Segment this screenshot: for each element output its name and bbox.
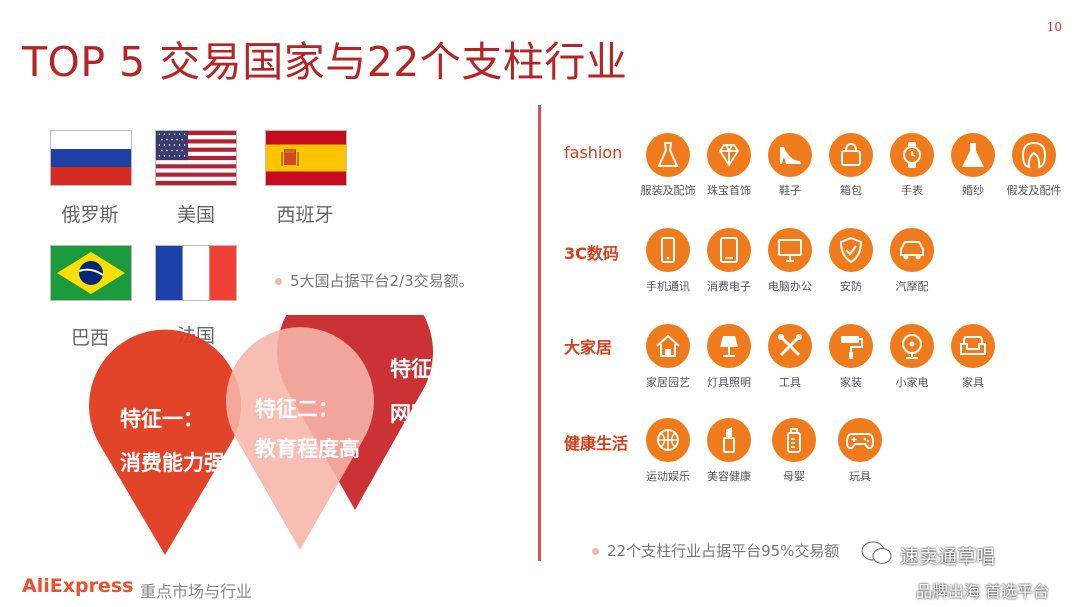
industry-label: 婚纱 — [962, 184, 984, 197]
tools-icon — [768, 324, 812, 368]
category-3c: 3C数码 — [564, 244, 619, 263]
feature-3-text: 网购人群 — [390, 402, 474, 426]
industry-label: 手表 — [901, 184, 923, 197]
industry-label: 家具 — [962, 376, 984, 389]
russia-flag-icon — [50, 130, 132, 186]
page-number: 10 — [1046, 20, 1062, 34]
feature-2-text: 教育程度高 — [255, 437, 360, 461]
category-fashion: fashion — [564, 143, 623, 162]
feature-3-text-2: 规模大 — [405, 447, 468, 471]
feature-1-title: 特征一： — [120, 407, 204, 431]
industry-label: 小家电 — [895, 376, 929, 389]
monitor-icon — [768, 228, 812, 272]
high-heel-icon — [768, 133, 812, 177]
dress-icon — [646, 133, 690, 177]
industry-label: 母婴 — [783, 470, 805, 483]
industry-label: 工具 — [779, 376, 801, 389]
watermark-slogan: 品牌出海 首选平台 — [916, 582, 1050, 601]
industry-label: 消费电子 — [707, 280, 751, 293]
feature-1-text: 消费能力强 — [120, 451, 225, 475]
watch-icon — [890, 133, 934, 177]
feature-pins — [89, 315, 433, 555]
industry-label: 美容健康 — [707, 470, 751, 483]
brazil-flag-icon — [50, 245, 132, 301]
industry-label: 运动娱乐 — [646, 470, 690, 483]
industry-label: 电脑办公 — [768, 280, 812, 293]
industry-label: 安防 — [840, 280, 862, 293]
france-flag-icon — [155, 245, 237, 301]
industry-label: 假发及配件 — [1006, 184, 1062, 197]
usa-flag-icon — [155, 130, 237, 186]
aliexpress-logo: AliExpress — [22, 575, 134, 597]
industry-label: 汽摩配 — [895, 280, 929, 293]
country-label: 西班牙 — [276, 204, 334, 226]
gamepad-icon — [838, 418, 882, 462]
industries-note: 22个支柱行业占据平台95%交易额 — [592, 540, 839, 561]
wedding-dress-icon — [951, 133, 995, 177]
industry-label: 服装及配饰 — [640, 184, 696, 197]
car-icon — [890, 228, 934, 272]
baby-bottle-icon — [772, 418, 816, 462]
industry-label: 珠宝首饰 — [707, 184, 751, 197]
fan-icon — [890, 324, 934, 368]
tablet-icon — [707, 228, 751, 272]
watermark-account: 速卖通草唱 — [900, 546, 996, 568]
feature-pin-1 — [89, 329, 242, 555]
shield-icon — [829, 228, 873, 272]
industry-label: 鞋子 — [779, 184, 801, 197]
industry-label: 家居园艺 — [646, 376, 690, 389]
vertical-divider — [538, 105, 541, 561]
bullet-dot-icon — [275, 278, 282, 285]
countries-note: 5大国占据平台2/3交易额。 — [275, 270, 474, 291]
industry-label: 手机通讯 — [646, 280, 690, 293]
house-icon — [646, 324, 690, 368]
bullet-dot-icon — [592, 548, 599, 555]
basketball-icon — [646, 418, 690, 462]
feature-2-title: 特征二： — [255, 397, 339, 421]
industry-label: 玩具 — [849, 470, 871, 483]
industry-label: 灯具照明 — [707, 376, 751, 389]
wechat-icon — [860, 540, 894, 566]
phone-icon — [646, 228, 690, 272]
lipstick-icon — [707, 418, 751, 462]
country-label: 美国 — [176, 204, 215, 226]
footer-section: 重点市场与行业 — [140, 582, 253, 601]
diamond-icon — [707, 133, 751, 177]
industry-label: 箱包 — [840, 184, 862, 197]
paint-roller-icon — [829, 324, 873, 368]
category-home: 大家居 — [564, 338, 613, 357]
wig-icon — [1012, 133, 1056, 177]
spain-flag-icon — [265, 130, 347, 186]
industry-label: 家装 — [840, 376, 862, 389]
feature-3-title: 特征三： — [390, 357, 474, 381]
page-title: TOP 5 交易国家与22个支柱行业 — [22, 38, 628, 86]
sofa-icon — [951, 324, 995, 368]
country-label: 俄罗斯 — [61, 204, 119, 226]
country-label: 巴西 — [70, 327, 109, 349]
handbag-icon — [829, 133, 873, 177]
feature-pin-2 — [226, 327, 375, 550]
lamp-icon — [707, 324, 751, 368]
category-health: 健康生活 — [564, 434, 629, 453]
